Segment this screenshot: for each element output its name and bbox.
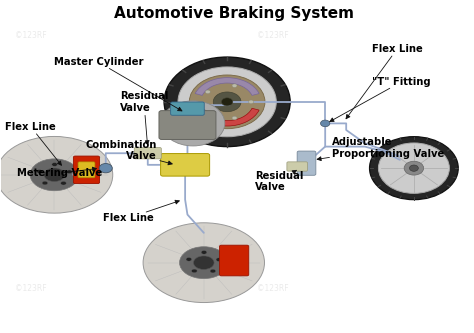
- FancyBboxPatch shape: [171, 102, 204, 115]
- Circle shape: [232, 116, 237, 120]
- Ellipse shape: [52, 163, 57, 166]
- Circle shape: [404, 161, 424, 175]
- Text: Residual
Valve: Residual Valve: [255, 170, 303, 192]
- Wedge shape: [195, 108, 259, 126]
- Circle shape: [205, 90, 210, 94]
- FancyBboxPatch shape: [134, 148, 161, 159]
- Circle shape: [378, 143, 449, 193]
- FancyBboxPatch shape: [287, 162, 308, 171]
- FancyBboxPatch shape: [159, 111, 216, 140]
- Text: Combination
Valve: Combination Valve: [86, 140, 172, 165]
- Circle shape: [161, 101, 225, 146]
- FancyBboxPatch shape: [78, 162, 95, 178]
- Text: Flex Line: Flex Line: [5, 122, 62, 165]
- Ellipse shape: [191, 269, 197, 273]
- Text: ©123RF: ©123RF: [15, 283, 46, 292]
- Text: Metering Valve: Metering Valve: [17, 167, 102, 178]
- Circle shape: [178, 67, 276, 137]
- Ellipse shape: [44, 168, 64, 181]
- Circle shape: [248, 100, 254, 104]
- Ellipse shape: [36, 169, 42, 173]
- FancyBboxPatch shape: [161, 154, 210, 176]
- Ellipse shape: [193, 256, 214, 269]
- Ellipse shape: [143, 223, 264, 303]
- Circle shape: [171, 108, 216, 139]
- Text: "T" Fitting: "T" Fitting: [330, 77, 430, 122]
- Text: ©123RF: ©123RF: [15, 32, 46, 41]
- Ellipse shape: [201, 250, 207, 254]
- Ellipse shape: [30, 159, 79, 191]
- Circle shape: [410, 165, 419, 171]
- Wedge shape: [195, 78, 259, 96]
- Ellipse shape: [67, 170, 73, 173]
- Ellipse shape: [210, 269, 216, 273]
- Circle shape: [320, 120, 330, 127]
- Text: ©123RF: ©123RF: [257, 283, 289, 292]
- Text: Flex Line: Flex Line: [103, 200, 179, 223]
- Circle shape: [370, 137, 458, 200]
- Circle shape: [99, 164, 112, 173]
- Circle shape: [232, 84, 237, 88]
- Ellipse shape: [186, 257, 191, 261]
- FancyBboxPatch shape: [297, 151, 316, 175]
- Text: ©123RF: ©123RF: [257, 32, 289, 41]
- Text: Automotive Braking System: Automotive Braking System: [114, 6, 354, 21]
- Text: Adjustable
Proportioning Valve: Adjustable Proportioning Valve: [317, 138, 445, 161]
- Ellipse shape: [61, 181, 66, 185]
- Ellipse shape: [42, 181, 48, 185]
- Ellipse shape: [216, 258, 222, 261]
- Ellipse shape: [0, 137, 113, 213]
- Text: Master Cylinder: Master Cylinder: [54, 57, 182, 111]
- Circle shape: [205, 110, 210, 114]
- Ellipse shape: [180, 247, 228, 279]
- Circle shape: [189, 75, 265, 129]
- FancyBboxPatch shape: [219, 245, 249, 276]
- Circle shape: [221, 98, 233, 106]
- Circle shape: [213, 92, 241, 112]
- Circle shape: [164, 57, 290, 147]
- Text: Residual
Valve: Residual Valve: [120, 91, 168, 145]
- Text: Flex Line: Flex Line: [346, 44, 423, 119]
- FancyBboxPatch shape: [73, 156, 100, 183]
